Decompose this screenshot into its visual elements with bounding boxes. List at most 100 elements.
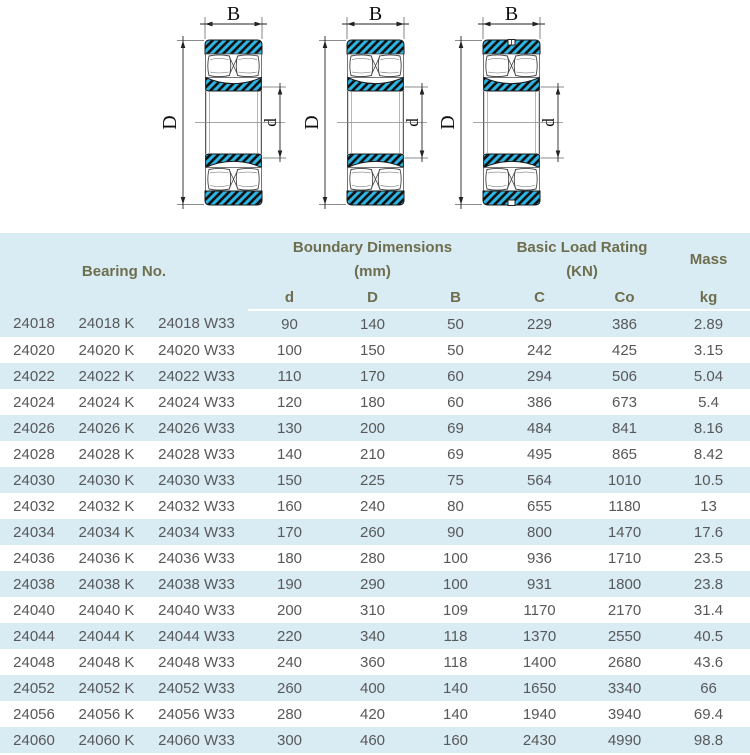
header-basic-load-rating: Basic Load Rating (KN) bbox=[497, 233, 668, 286]
table-cell: 140 bbox=[276, 445, 303, 463]
table-cell: 2.89 bbox=[693, 315, 724, 333]
table-header: Bearing No. Boundary Dimensions (mm) Bas… bbox=[0, 233, 750, 311]
table-cell: 1010 bbox=[607, 471, 642, 489]
width-dimension-label: B bbox=[227, 3, 240, 25]
bearing-diagrams-section: B D d B D d B D d bbox=[0, 0, 750, 233]
table-cell: 240 bbox=[359, 497, 386, 515]
table-cell: 1400 bbox=[522, 653, 557, 671]
table-row: 24032 24032 K 24032 W33 160 240 80 655 1180 13 bbox=[0, 493, 750, 519]
table-cell: 3340 bbox=[607, 679, 642, 697]
table-cell: 220 bbox=[276, 627, 303, 645]
table-cell: 109 bbox=[442, 601, 469, 619]
table-cell: 100 bbox=[442, 575, 469, 593]
table-cell: 360 bbox=[359, 653, 386, 671]
table-cell: 75 bbox=[447, 471, 464, 489]
table-cell: 23.8 bbox=[693, 575, 724, 593]
table-row: 24022 24022 K 24022 W33 110 170 60 294 506 5.04 bbox=[0, 363, 750, 389]
header-col-Co: Co bbox=[582, 286, 668, 311]
table-cell: 24044 bbox=[13, 627, 55, 645]
table-cell: 24028 bbox=[13, 445, 55, 463]
table-cell: 8.16 bbox=[693, 419, 724, 437]
table-cell: 242 bbox=[527, 341, 553, 359]
table-cell: 17.6 bbox=[693, 523, 724, 541]
table-cell: 24028 K bbox=[78, 445, 135, 463]
table-cell: 506 bbox=[612, 367, 638, 385]
table-cell: 240 bbox=[276, 653, 303, 671]
table-cell: 160 bbox=[276, 497, 303, 515]
table-row: 24044 24044 K 24044 W33 220 340 118 1370 2550 40… bbox=[0, 623, 750, 649]
header-col-B: B bbox=[414, 286, 498, 311]
table-cell: 495 bbox=[527, 445, 553, 463]
table-cell: 50 bbox=[447, 315, 464, 333]
table-cell: 110 bbox=[277, 367, 302, 385]
table-cell: 118 bbox=[443, 653, 468, 671]
table-cell: 290 bbox=[359, 575, 386, 593]
table-cell: 24036 W33 bbox=[158, 549, 235, 567]
table-cell: 180 bbox=[276, 549, 303, 567]
oil-groove-notch-bottom bbox=[507, 199, 516, 206]
table-cell: 1710 bbox=[607, 549, 642, 567]
table-cell: 24018 W33 bbox=[158, 315, 235, 332]
table-cell: 229 bbox=[527, 315, 553, 333]
table-cell: 24040 K bbox=[78, 601, 135, 619]
table-row: 24060 24060 K 24060 W33 300 460 160 2430 4990 98… bbox=[0, 727, 750, 753]
table-cell: 24056 K bbox=[78, 705, 135, 723]
table-cell: 564 bbox=[527, 471, 553, 489]
table-cell: 80 bbox=[447, 497, 464, 515]
table-cell: 100 bbox=[276, 341, 303, 359]
table-cell: 655 bbox=[527, 497, 553, 515]
table-cell: 300 bbox=[276, 731, 303, 749]
table-cell: 24018 bbox=[13, 315, 55, 332]
table-cell: 400 bbox=[359, 679, 386, 697]
table-cell: 200 bbox=[359, 419, 386, 437]
table-cell: 8.42 bbox=[693, 445, 724, 463]
bearing-diagram-3: B D d bbox=[437, 3, 565, 210]
table-cell: 60 bbox=[447, 367, 464, 385]
table-cell: 865 bbox=[612, 445, 638, 463]
table-cell: 2430 bbox=[522, 731, 557, 749]
table-cell: 24060 K bbox=[78, 731, 135, 749]
table-cell: 170 bbox=[359, 367, 386, 385]
table-row: 24018 24018 K 24018 W33 90 140 50 229 386 2.89 bbox=[0, 310, 750, 337]
table-cell: 69 bbox=[447, 445, 464, 463]
table-cell: 1470 bbox=[607, 523, 642, 541]
table-cell: 180 bbox=[359, 393, 386, 411]
table-cell: 24038 bbox=[13, 575, 55, 593]
table-cell: 484 bbox=[527, 419, 553, 437]
table-cell: 3940 bbox=[607, 705, 642, 723]
table-cell: 118 bbox=[443, 627, 468, 645]
table-cell: 24040 bbox=[13, 601, 55, 619]
table-row: 24052 24052 K 24052 W33 260 400 140 1650 3340 66 bbox=[0, 675, 750, 701]
table-cell: 140 bbox=[359, 315, 386, 333]
table-cell: 24026 K bbox=[78, 419, 135, 437]
table-cell: 24048 W33 bbox=[158, 653, 235, 671]
table-row: 24020 24020 K 24020 W33 100 150 50 242 425 3.15 bbox=[0, 337, 750, 363]
table-cell: 460 bbox=[359, 731, 386, 749]
table-cell: 3.15 bbox=[693, 341, 724, 359]
table-cell: 69.4 bbox=[693, 705, 724, 723]
table-cell: 160 bbox=[442, 731, 469, 749]
header-col-C: C bbox=[497, 286, 583, 311]
table-cell: 800 bbox=[527, 523, 553, 541]
table-cell: 24030 K bbox=[78, 471, 135, 489]
table-cell: 24052 bbox=[13, 679, 55, 697]
table-cell: 31.4 bbox=[693, 601, 724, 619]
table-cell: 24032 W33 bbox=[158, 497, 235, 515]
table-cell: 2680 bbox=[607, 653, 642, 671]
bearing-cross-section-drawing: B D d B D d B D d bbox=[159, 3, 565, 210]
table-cell: 420 bbox=[359, 705, 386, 723]
table-cell: 24060 W33 bbox=[158, 731, 235, 749]
table-cell: 5.04 bbox=[693, 367, 724, 385]
bearing-table-body: 24018 24018 K 24018 W33 90 140 50 229 386 2.89 24… bbox=[0, 310, 750, 753]
table-cell: 24032 K bbox=[78, 497, 135, 515]
bearing-diagram-1: B D d bbox=[159, 3, 287, 210]
table-cell: 24044 W33 bbox=[158, 627, 235, 645]
header-boundary-line1: Boundary Dimensions bbox=[292, 238, 453, 256]
table-cell: 24038 W33 bbox=[158, 575, 235, 593]
table-cell: 10.5 bbox=[693, 471, 724, 489]
table-row: 24024 24024 K 24024 W33 120 180 60 386 673 5.4 bbox=[0, 389, 750, 415]
table-cell: 936 bbox=[527, 549, 553, 567]
table-cell: 24018 K bbox=[78, 315, 135, 332]
table-cell: 673 bbox=[612, 393, 638, 411]
